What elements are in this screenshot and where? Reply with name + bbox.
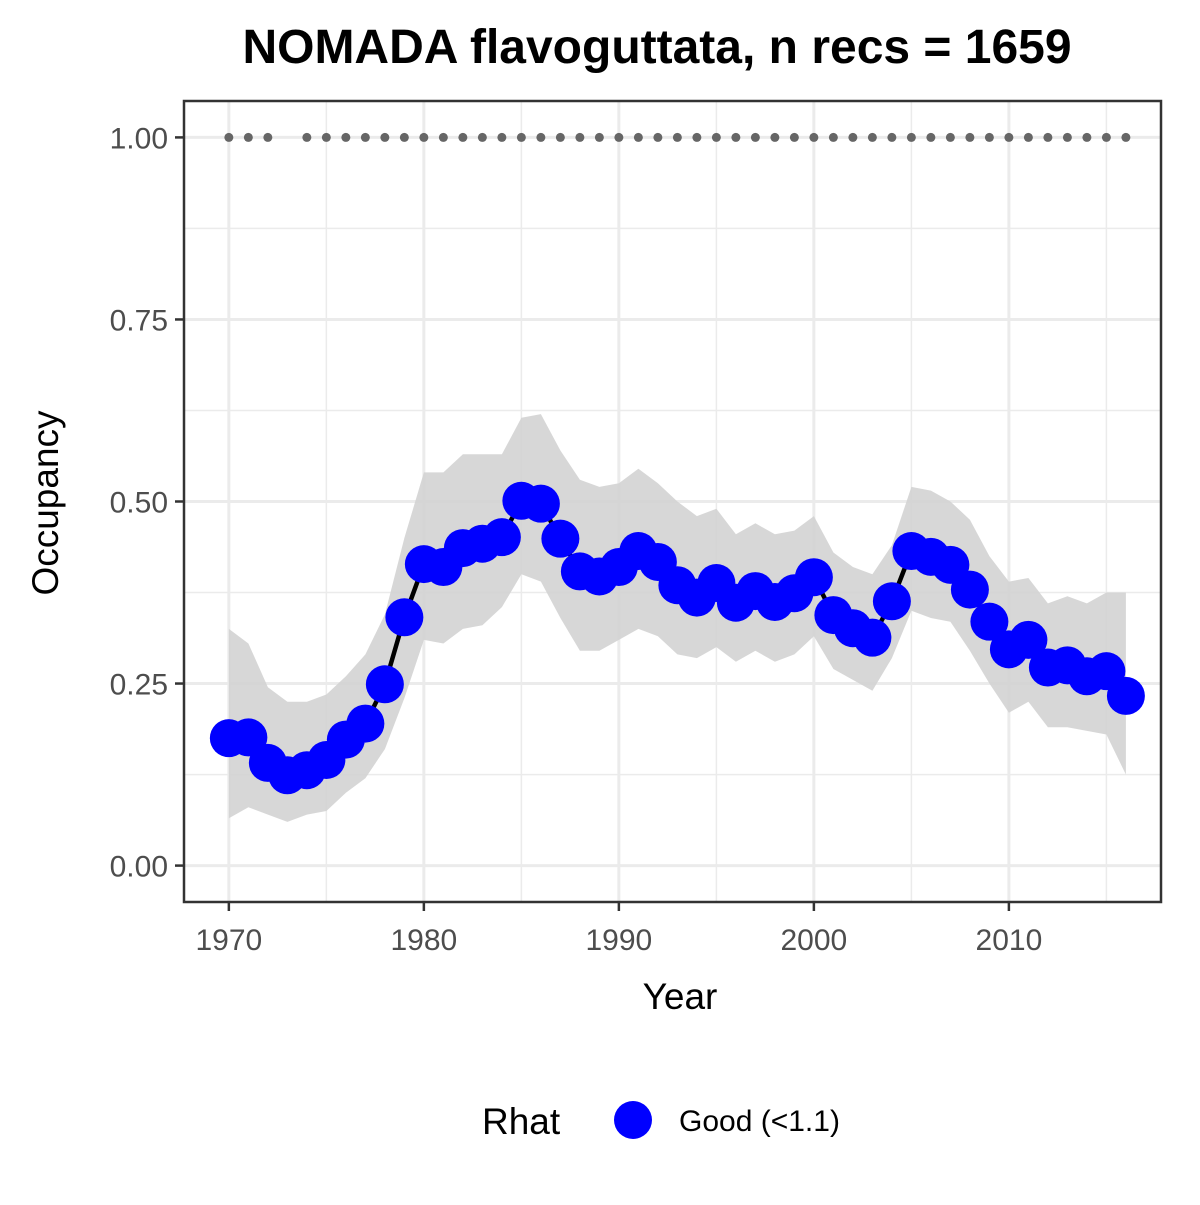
- occupancy-point: [385, 598, 424, 637]
- occupancy-point: [521, 484, 560, 523]
- record-dot: [321, 132, 331, 142]
- record-dot: [477, 132, 487, 142]
- occupancy-point: [872, 582, 911, 621]
- record-dot: [224, 132, 234, 142]
- record-dot: [516, 132, 526, 142]
- record-dot: [419, 132, 429, 142]
- record-dot: [828, 132, 838, 142]
- legend-key-good: [614, 1101, 652, 1139]
- record-dot: [926, 132, 936, 142]
- record-dot: [750, 132, 760, 142]
- record-dot: [458, 132, 468, 142]
- record-dot: [984, 132, 994, 142]
- confidence-ribbon: [228, 414, 1126, 822]
- y-axis-title: Occupancy: [25, 410, 66, 596]
- record-dot: [1082, 132, 1092, 142]
- record-dot: [536, 132, 546, 142]
- record-dot: [867, 132, 877, 142]
- y-tick-label: 0.50: [110, 487, 168, 520]
- record-dot: [848, 132, 858, 142]
- occupancy-point: [365, 665, 404, 704]
- record-dot: [1121, 132, 1131, 142]
- legend: Rhat Good (<1.1): [482, 1101, 840, 1142]
- occupancy-point: [853, 618, 892, 657]
- x-tick-label: 1980: [390, 924, 457, 957]
- y-tick-label: 1.00: [110, 122, 168, 155]
- occupancy-point: [1009, 620, 1048, 659]
- record-dot: [263, 132, 273, 142]
- occupancy-point: [970, 602, 1009, 641]
- record-dot: [1023, 132, 1033, 142]
- record-dot: [770, 132, 780, 142]
- record-dot: [1004, 132, 1014, 142]
- record-dot: [243, 132, 253, 142]
- record-dot: [906, 132, 916, 142]
- record-dot: [380, 132, 390, 142]
- x-tick-label: 2010: [976, 924, 1043, 957]
- record-dot: [438, 132, 448, 142]
- record-dot: [1062, 132, 1072, 142]
- x-tick-label: 1990: [585, 924, 652, 957]
- y-tick-label: 0.00: [110, 851, 168, 884]
- y-tick-label: 0.25: [110, 669, 168, 702]
- record-dot: [302, 132, 312, 142]
- record-dot: [594, 132, 604, 142]
- record-dot: [653, 132, 663, 142]
- record-dot: [360, 132, 370, 142]
- record-dot: [711, 132, 721, 142]
- record-dot: [575, 132, 585, 142]
- legend-title: Rhat: [482, 1101, 561, 1142]
- occupancy-point: [346, 704, 385, 743]
- occupancy-point: [1106, 676, 1145, 715]
- x-tick-label: 1970: [195, 924, 262, 957]
- occupancy-point: [541, 519, 580, 558]
- occupancy-point: [482, 518, 521, 557]
- chart-title: NOMADA flavoguttata, n recs = 1659: [242, 21, 1071, 74]
- record-dot: [887, 132, 897, 142]
- record-dot: [1101, 132, 1111, 142]
- record-dot: [633, 132, 643, 142]
- record-dot: [731, 132, 741, 142]
- record-dot: [809, 132, 819, 142]
- legend-label-good: Good (<1.1): [679, 1105, 840, 1138]
- record-dot: [341, 132, 351, 142]
- occupancy-point: [950, 570, 989, 609]
- record-dot: [672, 132, 682, 142]
- record-dot: [614, 132, 624, 142]
- record-dot: [399, 132, 409, 142]
- x-axis-title: Year: [643, 976, 718, 1017]
- record-dot: [497, 132, 507, 142]
- record-dot: [555, 132, 565, 142]
- x-tick-label: 2000: [781, 924, 848, 957]
- record-dot: [965, 132, 975, 142]
- record-dot: [1043, 132, 1053, 142]
- record-dot: [789, 132, 799, 142]
- y-tick-label: 0.75: [110, 304, 168, 337]
- occupancy-point: [794, 558, 833, 597]
- record-dot: [692, 132, 702, 142]
- record-dot: [945, 132, 955, 142]
